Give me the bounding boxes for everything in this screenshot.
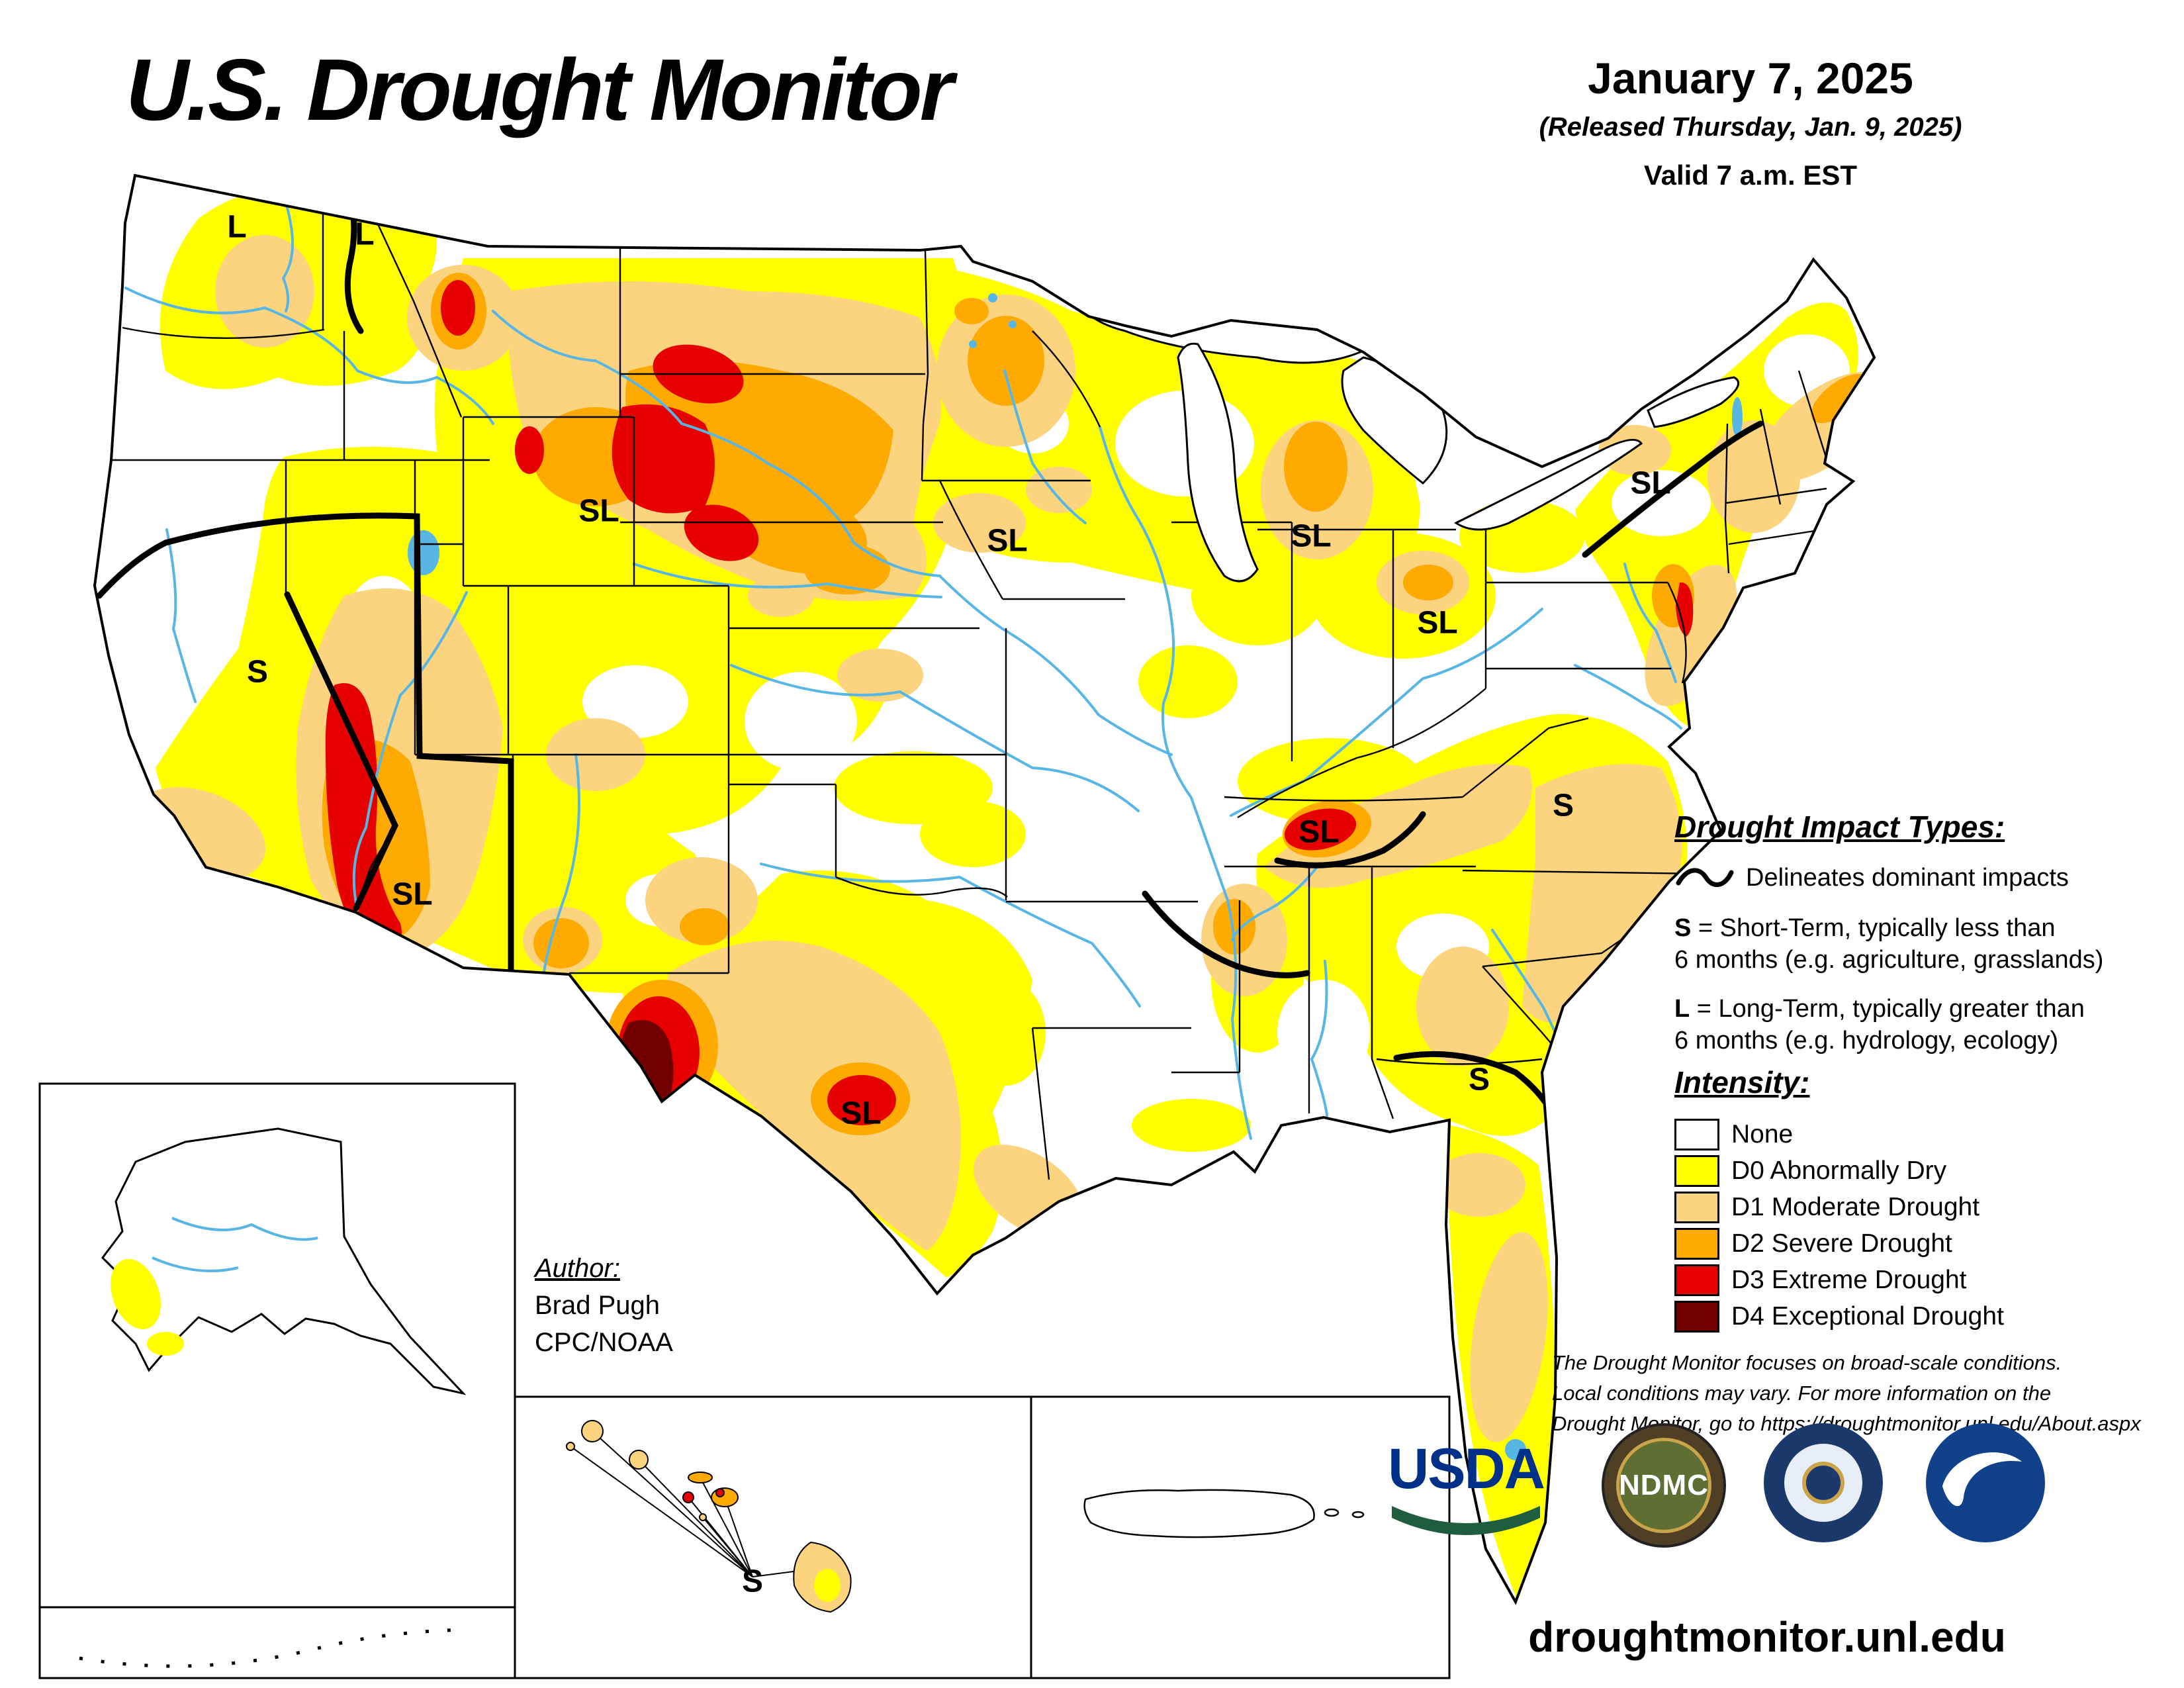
map-impact-label: S	[1552, 788, 1574, 823]
map-impact-label: S	[1468, 1062, 1490, 1098]
website-url: droughtmonitor.unl.edu	[1528, 1613, 2006, 1661]
legend-row-d3: D3 Extreme Drought	[1674, 1262, 2164, 1298]
legend-swatch-d0	[1674, 1154, 1719, 1187]
impact-types-heading: Drought Impact Types:	[1674, 810, 2005, 844]
map-impact-label: S	[246, 654, 269, 690]
legend-swatch-d4	[1674, 1300, 1719, 1333]
alaska-inset	[79, 1127, 467, 1668]
map-impact-label: SL	[987, 523, 1028, 559]
hawaii-inset	[566, 1420, 852, 1613]
ndmc-logo-text: NDMC	[1619, 1469, 1709, 1501]
intensity-heading: Intensity:	[1674, 1065, 1810, 1100]
legend-swatch-d2	[1674, 1227, 1719, 1260]
legend-row-d2: D2 Severe Drought	[1674, 1225, 2164, 1262]
logo-row: USDA NDMC	[1383, 1423, 2058, 1562]
valid-time: Valid 7 a.m. EST	[1643, 160, 1858, 191]
map-impact-label: S	[741, 1564, 764, 1599]
impact-curve-icon	[1676, 868, 1734, 887]
date-block: January 7, 2025 (Released Thursday, Jan.…	[1443, 53, 2058, 191]
legend-swatch-d3	[1674, 1264, 1719, 1296]
noaa-logo-icon	[1926, 1423, 2045, 1542]
d4-exceptional-drought-regions	[619, 1019, 674, 1121]
author-heading: Author:	[535, 1254, 620, 1283]
released-date: (Released Thursday, Jan. 9, 2025)	[1539, 113, 1962, 142]
usda-logo: USDA	[1383, 1436, 1549, 1540]
map-impact-label: SL	[841, 1096, 882, 1131]
intensity-legend: Intensity: None D0 Abnormally Dry D1 Mod…	[1674, 1064, 2164, 1335]
legend-row-none: None	[1674, 1116, 2164, 1152]
author-block: Author: Brad Pugh CPC/NOAA	[535, 1250, 673, 1361]
short-term-definition: S = Short-Term, typically less than 6 mo…	[1674, 914, 2104, 974]
legend-row-d1: D1 Moderate Drought	[1674, 1189, 2164, 1225]
author-name: Brad Pugh	[535, 1291, 660, 1320]
commerce-seal-icon	[1764, 1423, 1883, 1542]
ndmc-logo-ring	[1616, 1438, 1711, 1533]
legend-row-d4: D4 Exceptional Drought	[1674, 1298, 2164, 1335]
legend-swatch-d1	[1674, 1191, 1719, 1223]
impact-types-legend: Drought Impact Types: Delineates dominan…	[1674, 809, 2164, 1056]
map-impact-label: L	[227, 209, 247, 245]
long-term-definition: L = Long-Term, typically greater than 6 …	[1674, 995, 2085, 1055]
map-impact-label: SL	[1298, 814, 1340, 850]
map-impact-label: SL	[1630, 465, 1671, 501]
legend-swatch-none	[1674, 1118, 1719, 1150]
ndmc-logo: NDMC	[1602, 1423, 1726, 1548]
delineates-text: Delineates dominant impacts	[1746, 863, 2069, 892]
usda-swoosh-icon	[1392, 1506, 1540, 1535]
usda-logo-text: USDA	[1388, 1437, 1545, 1501]
map-date: January 7, 2025	[1588, 54, 1913, 103]
state-borders	[111, 175, 1829, 1180]
map-impact-label: SL	[392, 876, 433, 912]
author-org: CPC/NOAA	[535, 1328, 673, 1357]
map-impact-label: L	[355, 216, 375, 252]
map-impact-label: SL	[1291, 518, 1332, 554]
page-title: U.S. Drought Monitor	[126, 41, 954, 138]
map-impact-label: SL	[1417, 605, 1458, 641]
map-impact-label: SL	[578, 493, 619, 529]
legend-row-d0: D0 Abnormally Dry	[1674, 1152, 2164, 1189]
puerto-rico-inset	[1083, 1489, 1365, 1538]
